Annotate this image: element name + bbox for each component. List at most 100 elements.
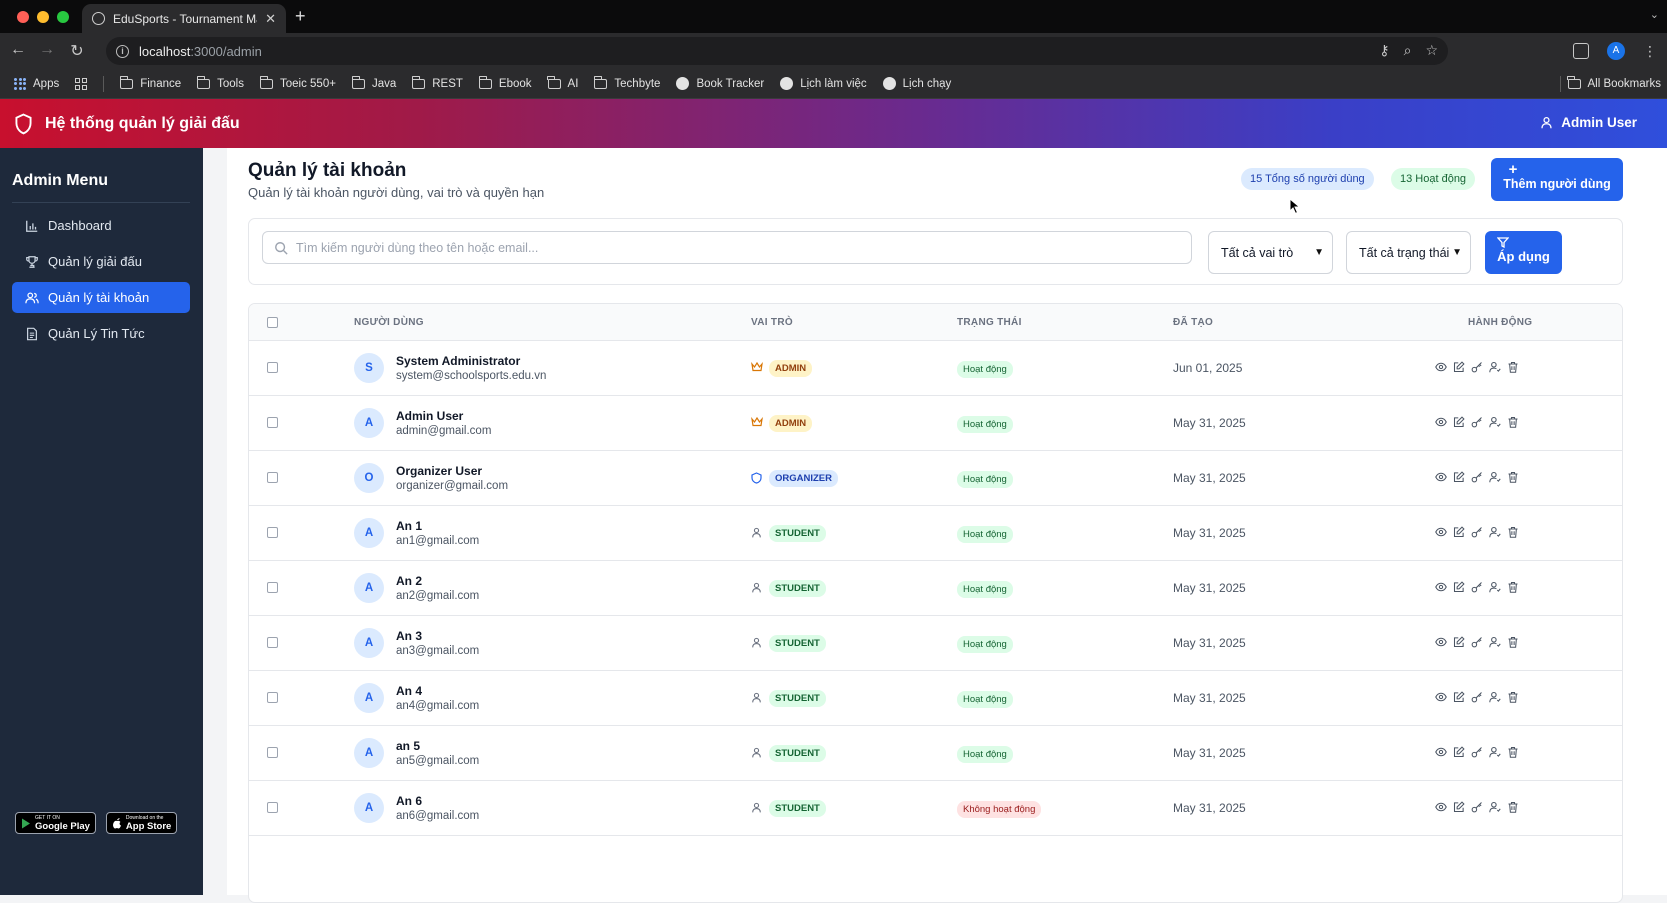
edit-icon[interactable] [1453,691,1465,703]
eye-icon[interactable] [1435,361,1447,373]
edit-icon[interactable] [1453,636,1465,648]
search-input[interactable] [296,240,1176,255]
close-tab-icon[interactable]: ✕ [265,10,276,26]
edit-icon[interactable] [1453,746,1465,758]
bookmark-folder[interactable]: REST [411,75,463,90]
bookmark-link[interactable]: Lịch làm việc [780,77,867,90]
apply-filter-button[interactable]: Áp dụng [1485,231,1562,274]
bookmark-folder[interactable]: Tools [196,75,244,90]
search-field[interactable] [262,231,1192,264]
star-icon[interactable]: ☆ [1425,42,1438,58]
user-role-icon[interactable] [1489,636,1501,648]
edit-icon[interactable] [1453,581,1465,593]
eye-icon[interactable] [1435,581,1447,593]
select-all-checkbox[interactable] [267,317,278,328]
user-role-icon[interactable] [1489,361,1501,373]
header-user-menu[interactable]: Admin User [1540,115,1637,130]
sidebar-item-news[interactable]: Quản Lý Tin Tức [12,318,190,349]
trash-icon[interactable] [1507,416,1519,428]
role-filter-select[interactable]: Tất cả vai trò ▼ [1208,231,1333,274]
row-checkbox[interactable] [267,582,278,593]
user-role-icon[interactable] [1489,471,1501,483]
key-icon[interactable] [1471,526,1483,538]
eye-icon[interactable] [1435,526,1447,538]
edit-icon[interactable] [1453,801,1465,813]
bookmark-folder[interactable]: Techbyte [594,75,660,90]
eye-icon[interactable] [1435,416,1447,428]
row-checkbox[interactable] [267,747,278,758]
row-checkbox[interactable] [267,692,278,703]
user-role-icon[interactable] [1489,581,1501,593]
tab-groups-icon[interactable] [75,77,88,90]
trash-icon[interactable] [1507,471,1519,483]
reload-icon[interactable]: ↻ [70,43,84,60]
maximize-window-button[interactable] [57,11,69,23]
more-menu-icon[interactable]: ⋮ [1643,42,1657,59]
key-icon[interactable] [1471,581,1483,593]
back-arrow-icon[interactable]: ← [10,41,26,58]
sidebar-item-accounts[interactable]: Quản lý tài khoản [12,282,190,313]
tab-search-chevron-icon[interactable]: ⌄ [1649,9,1659,21]
extensions-icon[interactable] [1573,43,1589,59]
bookmark-folder[interactable]: Toeic 550+ [259,75,336,90]
edit-icon[interactable] [1453,361,1465,373]
site-info-icon[interactable]: i [116,44,129,58]
all-bookmarks[interactable]: All Bookmarks [1559,76,1661,92]
add-user-button[interactable]: + Thêm người dùng [1491,158,1623,201]
google-play-badge[interactable]: GET IT ON Google Play [15,812,96,834]
new-tab-button[interactable]: + [295,6,306,26]
eye-icon[interactable] [1435,801,1447,813]
row-checkbox[interactable] [267,527,278,538]
eye-icon[interactable] [1435,691,1447,703]
user-role-icon[interactable] [1489,691,1501,703]
row-checkbox[interactable] [267,472,278,483]
trash-icon[interactable] [1507,526,1519,538]
row-checkbox[interactable] [267,637,278,648]
key-icon[interactable] [1471,416,1483,428]
eye-icon[interactable] [1435,636,1447,648]
eye-icon[interactable] [1435,471,1447,483]
key-icon[interactable]: ⚷ [1379,42,1390,58]
row-checkbox[interactable] [267,802,278,813]
trash-icon[interactable] [1507,581,1519,593]
user-role-icon[interactable] [1489,526,1501,538]
close-window-button[interactable] [17,11,29,23]
trash-icon[interactable] [1507,691,1519,703]
status-filter-select[interactable]: Tất cả trạng thái ▼ [1346,231,1471,274]
key-icon[interactable] [1471,691,1483,703]
edit-icon[interactable] [1453,526,1465,538]
browser-tab[interactable]: EduSports - Tournament Man ✕ [82,4,286,33]
key-icon[interactable] [1471,801,1483,813]
edit-icon[interactable] [1453,416,1465,428]
trash-icon[interactable] [1507,361,1519,373]
bookmark-link[interactable]: Lịch chạy [882,77,951,90]
bookmark-folder[interactable]: Finance [119,75,181,90]
eye-icon[interactable] [1435,746,1447,758]
app-store-badge[interactable]: Download on the App Store [105,812,178,834]
forward-arrow-icon[interactable]: → [39,41,55,58]
row-checkbox[interactable] [267,417,278,428]
key-icon[interactable] [1471,361,1483,373]
bookmark-folder[interactable]: Ebook [478,75,532,90]
bookmark-folder[interactable]: AI [547,75,578,90]
trash-icon[interactable] [1507,801,1519,813]
trash-icon[interactable] [1507,636,1519,648]
user-role-icon[interactable] [1489,801,1501,813]
sidebar-item-dashboard[interactable]: Dashboard [12,210,190,241]
edit-icon[interactable] [1453,471,1465,483]
profile-avatar[interactable]: A [1607,42,1625,60]
trash-icon[interactable] [1507,746,1519,758]
row-checkbox[interactable] [267,362,278,373]
zoom-icon[interactable]: ⌕ [1403,42,1412,58]
sidebar-item-tournaments[interactable]: Quản lý giải đấu [12,246,190,277]
bookmark-folder[interactable]: Java [351,75,396,90]
key-icon[interactable] [1471,636,1483,648]
minimize-window-button[interactable] [37,11,49,23]
bookmark-link[interactable]: Book Tracker [676,77,764,90]
key-icon[interactable] [1471,471,1483,483]
address-bar[interactable]: i localhost:3000/admin ⚷ ⌕ ☆ [106,37,1448,65]
key-icon[interactable] [1471,746,1483,758]
bookmark-apps[interactable]: Apps [14,77,59,90]
user-role-icon[interactable] [1489,416,1501,428]
user-role-icon[interactable] [1489,746,1501,758]
